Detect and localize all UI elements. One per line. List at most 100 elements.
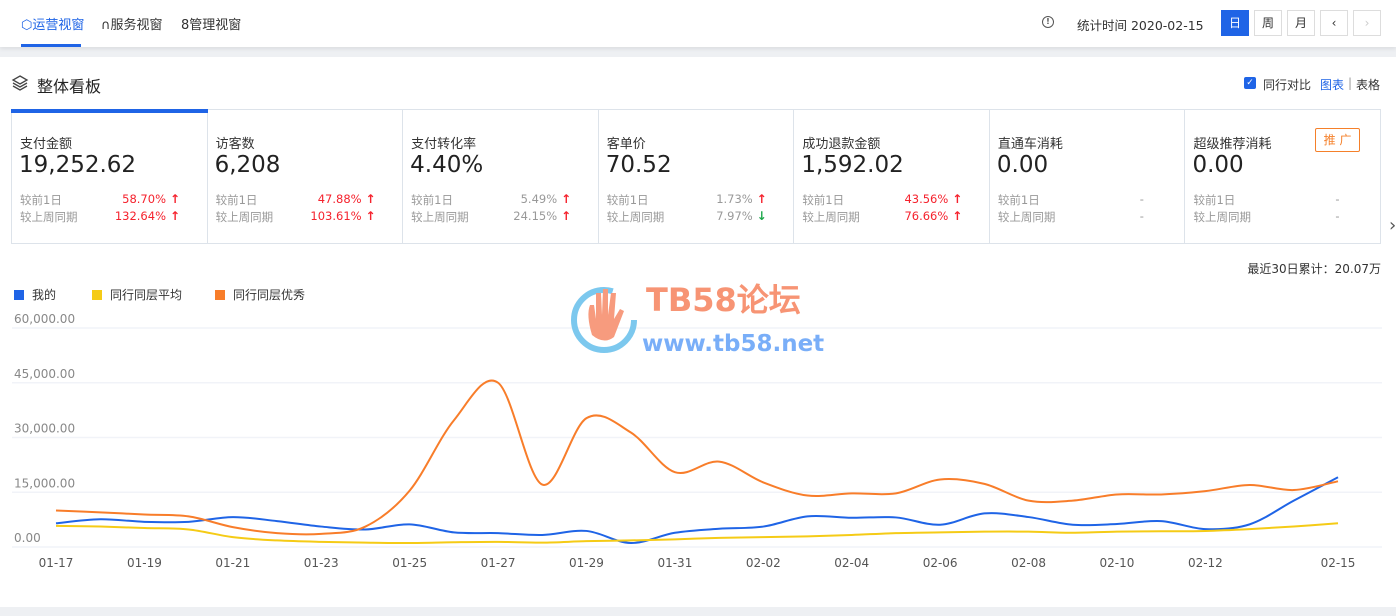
legend-item-mine[interactable]: 我的 — [14, 286, 56, 303]
arrow-up-icon: ↑ — [561, 209, 572, 223]
metric-value: 6,208 — [214, 152, 281, 178]
metric-day-compare: 较前1日 - — [1193, 192, 1353, 208]
hand-logo-icon — [571, 287, 637, 353]
compare-value: 24.15% — [513, 209, 558, 223]
compare-value: 58.70% — [122, 192, 166, 206]
compare-value: 1.73% — [716, 192, 753, 206]
metric-week-compare: 较上周同期 132.64% ↑ — [20, 209, 180, 225]
metric-card[interactable]: 超级推荐消耗 0.00 较前1日 - 较上周同期 - 推 广 — [1185, 110, 1380, 243]
arrow-up-icon: ↑ — [756, 192, 767, 206]
x-tick-label: 02-15 — [1321, 556, 1356, 570]
metric-day-compare: 较前1日 1.73% ↑ — [607, 192, 767, 208]
compare-value: - — [1139, 192, 1144, 206]
metric-card[interactable]: 成功退款金额 1,592.02 较前1日 43.56% ↑ 较上周同期 76.66% ↑ — [794, 110, 990, 243]
period-day-button[interactable]: 日 — [1221, 10, 1249, 36]
metric-label: 成功退款金额 — [802, 137, 881, 152]
tab-operations[interactable]: ⬡运营视窗 — [21, 18, 85, 33]
compare-value: 132.64% — [114, 209, 166, 223]
shield-icon: ⬡ — [21, 18, 33, 33]
series-line-2[interactable] — [55, 379, 1339, 536]
info-icon[interactable]: ! — [1042, 16, 1054, 28]
arrow-down-icon: ↓ — [756, 209, 767, 223]
x-tick-label: 01-27 — [481, 556, 516, 570]
x-tick-label: 01-25 — [392, 556, 427, 570]
prev-date-button[interactable]: ‹ — [1320, 10, 1348, 36]
metric-label: 支付金额 — [20, 137, 73, 152]
arrow-up-icon: ↑ — [561, 192, 572, 206]
compare-value: - — [1139, 209, 1144, 223]
tab-management[interactable]: 8管理视窗 — [181, 18, 242, 33]
metric-value: 70.52 — [605, 152, 672, 178]
chevron-right-icon: › — [1364, 16, 1370, 30]
promote-button[interactable]: 推 广 — [1315, 128, 1361, 152]
compare-value: 103.61% — [310, 209, 362, 223]
arrow-up-icon: ↑ — [169, 192, 180, 206]
next-date-button[interactable]: › — [1353, 10, 1381, 36]
metric-value: 0.00 — [996, 152, 1049, 178]
compare-label: 较上周同期 — [411, 210, 469, 224]
compare-label: 较上周同期 — [606, 210, 665, 224]
metric-day-compare: 较前1日 5.49% ↑ — [411, 192, 571, 208]
metric-day-compare: 较前1日 47.88% ↑ — [216, 192, 376, 208]
y-tick-label: 30,000.00 — [14, 422, 75, 436]
metric-week-compare: 较上周同期 103.61% ↑ — [216, 209, 376, 225]
compare-label: 较上周同期 — [1193, 210, 1251, 224]
view-table-link[interactable]: 表格 — [1356, 78, 1381, 92]
metric-card[interactable]: 直通车消耗 0.00 较前1日 - 较上周同期 - — [990, 110, 1186, 243]
metric-day-compare: 较前1日 58.70% ↑ — [20, 192, 180, 208]
tab-service[interactable]: ∩服务视窗 — [101, 18, 163, 33]
x-tick-label: 01-29 — [569, 556, 604, 570]
legend-swatch — [14, 289, 24, 300]
compare-label: 较上周同期 — [802, 210, 860, 224]
metric-value: 4.40% — [410, 152, 484, 178]
panel-title: 整体看板 — [37, 77, 102, 96]
metric-card[interactable]: 客单价 70.52 较前1日 1.73% ↑ 较上周同期 7.97% ↓ — [599, 110, 795, 243]
compare-checkbox[interactable]: ✓ — [1244, 77, 1256, 89]
metric-day-compare: 较前1日 - — [998, 192, 1158, 208]
x-tick-label: 02-12 — [1188, 556, 1223, 570]
metric-day-compare: 较前1日 43.56% ↑ — [802, 192, 962, 208]
metric-card[interactable]: 支付金额 19,252.62 较前1日 58.70% ↑ 较上周同期 132.64% ↑ — [11, 109, 208, 243]
compare-value: - — [1335, 192, 1340, 206]
legend-item-average[interactable]: 同行同层平均 — [92, 286, 182, 303]
x-tick-label: 01-23 — [304, 556, 339, 570]
compare-label: 较上周同期 — [20, 210, 78, 224]
view-chart-link[interactable]: 图表 — [1320, 78, 1345, 92]
metric-week-compare: 较上周同期 - — [1193, 209, 1353, 225]
x-tick-label: 02-10 — [1100, 556, 1135, 570]
arrow-up-icon: ↑ — [365, 192, 376, 206]
person-icon: 8 — [181, 18, 190, 33]
compare-label: 较前1日 — [802, 193, 845, 207]
series-line-1[interactable] — [55, 522, 1339, 544]
metric-label: 客单价 — [606, 137, 646, 152]
x-tick-label: 01-31 — [657, 556, 692, 570]
x-tick-label: 01-17 — [39, 556, 74, 570]
period-month-button[interactable]: 月 — [1287, 10, 1315, 36]
series-line-0[interactable] — [55, 476, 1339, 544]
watermark-title: TB58论坛 — [646, 281, 801, 319]
overview-panel: 整体看板 ✓ 同行对比 图表 | 表格 支付金额 19,252.62 较前1日 5… — [0, 57, 1396, 607]
metric-label: 支付转化率 — [411, 137, 477, 152]
metric-week-compare: 较上周同期 76.66% ↑ — [802, 209, 962, 225]
x-tick-label: 02-02 — [746, 556, 781, 570]
headset-icon: ∩ — [101, 18, 111, 33]
arrow-up-icon: ↑ — [365, 209, 376, 223]
x-tick-label: 02-04 — [834, 556, 869, 570]
compare-label[interactable]: 同行对比 — [1263, 78, 1312, 92]
compare-value: 76.66% — [904, 209, 949, 223]
metric-card[interactable]: 支付转化率 4.40% 较前1日 5.49% ↑ 较上周同期 24.15% ↑ — [403, 110, 599, 243]
active-tab-indicator — [21, 44, 81, 47]
legend-item-excellent[interactable]: 同行同层优秀 — [215, 286, 305, 303]
metric-value: 19,252.62 — [19, 152, 137, 178]
compare-label: 较上周同期 — [997, 210, 1056, 224]
watermark-url: www.tb58.net — [642, 331, 825, 357]
arrow-up-icon: ↑ — [952, 192, 963, 206]
period-week-button[interactable]: 周 — [1254, 10, 1282, 36]
compare-label: 较前1日 — [215, 193, 258, 207]
stat-time: 统计时间 2020-02-15 — [1077, 18, 1204, 33]
metric-card[interactable]: 访客数 6,208 较前1日 47.88% ↑ 较上周同期 103.61% ↑ — [208, 110, 404, 243]
chevron-right-icon[interactable]: › — [1389, 215, 1396, 236]
compare-label: 较前1日 — [20, 193, 62, 207]
y-tick-label: 60,000.00 — [14, 312, 75, 326]
metric-value: 1,592.02 — [801, 152, 904, 178]
